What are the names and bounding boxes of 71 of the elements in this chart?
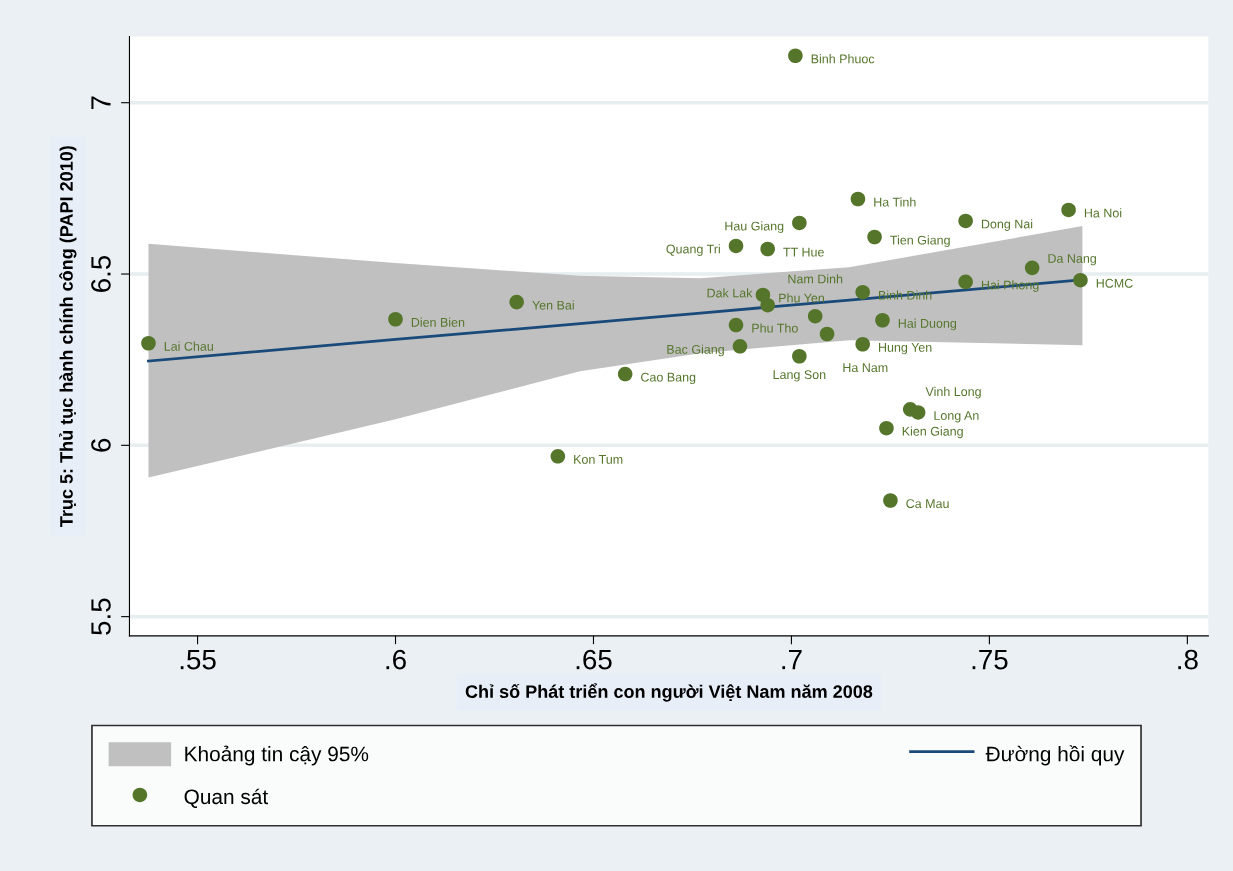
annotation: Ca Mau: [906, 499, 949, 509]
annotation: Phu Tho: [752, 323, 798, 333]
point: [867, 229, 882, 245]
legend-label: Quan sát: [184, 788, 269, 808]
point: [855, 284, 870, 300]
point: [855, 336, 870, 352]
legend-label: Đường hồi quy: [985, 745, 1125, 766]
point: [819, 326, 835, 342]
x-tick-label: .8: [1178, 649, 1198, 670]
point: [958, 213, 973, 229]
annotation: Cao Bang: [641, 372, 696, 385]
point: [875, 312, 890, 328]
annotation: Vinh Long: [925, 386, 981, 399]
point: [788, 48, 803, 64]
annotation: Dak Lak: [707, 288, 753, 298]
point: [958, 274, 973, 290]
annotation: Dien Bien: [411, 317, 465, 327]
y-tick-label: 6.5: [91, 255, 111, 292]
x-tick-label: .6: [386, 649, 406, 670]
point: [1073, 272, 1088, 288]
annotation: Dong Nai: [981, 219, 1033, 231]
annotation: Hau Giang: [725, 221, 784, 233]
point: [910, 405, 926, 420]
annotation: Kien Giang: [902, 426, 963, 439]
point: [792, 348, 807, 364]
x-tick-label: .55: [180, 650, 216, 670]
text: Khoảng tin cậy 95%: [185, 745, 369, 766]
point: [883, 493, 898, 508]
annotation: Lai Chau: [164, 341, 213, 351]
annotation: HCMC: [1096, 278, 1133, 288]
y-tick-label: 6: [91, 438, 111, 452]
point: [850, 191, 866, 207]
x-axis-title: Chỉ số Phát triển con người Việt Nam năm 2008: [465, 683, 873, 702]
annotation: Bac Giang: [667, 344, 724, 357]
annotation: TT Hue: [783, 247, 824, 257]
annotation: Tien Giang: [890, 235, 950, 248]
point: [732, 339, 748, 354]
x-tick-label: .75: [972, 650, 1008, 670]
point: [760, 241, 775, 257]
point: [550, 449, 566, 464]
point: [807, 308, 823, 324]
point: [728, 238, 744, 254]
point: [388, 311, 403, 327]
x-tick-label: .7: [782, 650, 802, 670]
point: [509, 294, 524, 310]
annotation: Hung Yen: [879, 343, 932, 355]
annotation: Kon Tum: [574, 455, 623, 464]
annotation: Long An: [934, 411, 979, 423]
annotation: Hai Duong: [898, 318, 957, 331]
annotation: Yen Bai: [532, 300, 574, 310]
annotation: Ha Noi: [1084, 208, 1122, 218]
x-tick-label: .65: [576, 649, 612, 670]
point: [1024, 260, 1040, 276]
annotation: Ha Nam: [843, 363, 888, 373]
y-tick-label: 7: [91, 96, 111, 110]
y-axis-title: Trục 5: Thủ tục hành chính công (PAPI 2010): [59, 146, 77, 527]
point: [1061, 202, 1076, 218]
annotation: Nam Dinh: [788, 274, 843, 284]
point: [728, 317, 744, 333]
y-tick-label: 5.5: [91, 598, 111, 635]
annotation: Ha Tinh: [874, 197, 916, 207]
point: [879, 420, 894, 436]
annotation: Binh Phuoc: [811, 54, 875, 64]
point: [141, 335, 156, 351]
point: [617, 366, 633, 382]
annotation: Phu Yen: [779, 293, 824, 303]
annotation: Da Nang: [1048, 254, 1096, 266]
point: [760, 297, 775, 313]
point: [792, 215, 807, 231]
annotation: Lang Son: [773, 370, 826, 382]
annotation: Quang Tri: [666, 244, 720, 256]
